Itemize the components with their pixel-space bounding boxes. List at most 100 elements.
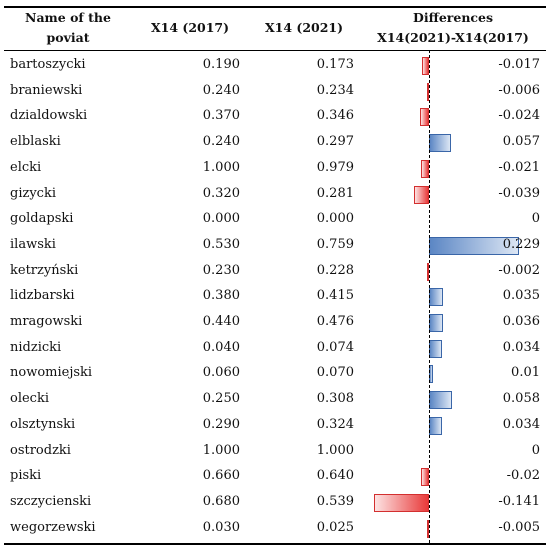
x14-2021-value: 0.415 xyxy=(316,288,354,304)
difference-value: -0.141 xyxy=(498,493,540,509)
x14-2017-value: 1.000 xyxy=(202,442,240,458)
x14-2021-value: 1.000 xyxy=(316,442,354,458)
poviat-name: nowomiejski xyxy=(10,365,93,381)
negative-diff-bar xyxy=(419,108,429,127)
table-row: piski 0.660 0.640 -0.02 xyxy=(4,464,546,490)
poviat-name: mragowski xyxy=(10,314,83,329)
table-row: nidzicki 0.040 0.074 0.034 xyxy=(4,336,546,362)
x14-2021-value: 0.979 xyxy=(316,159,354,175)
table-row: mragowski 0.440 0.476 0.036 xyxy=(4,310,546,336)
x14-2021-value: 0.759 xyxy=(316,236,354,252)
header-name-line2: poviat xyxy=(46,30,90,45)
difference-value: 0.229 xyxy=(502,236,540,252)
bottom-rule xyxy=(4,543,546,545)
x14-2021-value: 0.070 xyxy=(316,365,354,381)
negative-diff-bar xyxy=(420,159,429,178)
difference-value: 0.057 xyxy=(502,134,540,150)
x14-2021-value: 0.539 xyxy=(316,493,354,509)
header-differences: Differences X14(2021)-X14(2017) xyxy=(360,8,546,48)
header-x14-2017: X14 (2017) xyxy=(150,20,230,35)
top-rule xyxy=(4,6,546,8)
table-row: nowomiejski 0.060 0.070 0.01 xyxy=(4,361,546,387)
difference-value: -0.006 xyxy=(498,82,540,98)
header-name: Name of the poviat xyxy=(4,8,132,48)
poviat-name: gizycki xyxy=(10,185,56,201)
header-x14-2021: X14 (2021) xyxy=(264,20,344,35)
difference-value: 0.058 xyxy=(502,391,540,407)
x14-2017-value: 0.320 xyxy=(202,185,240,201)
poviat-name: bartoszycki xyxy=(10,57,86,72)
poviat-name: szczycienski xyxy=(10,493,92,509)
header-name-line1: Name of the xyxy=(25,10,111,25)
poviat-name: goldapski xyxy=(10,211,74,227)
poviat-name: ilawski xyxy=(10,236,56,252)
poviat-name: elcki xyxy=(10,159,42,175)
table-row: gizycki 0.320 0.281 -0.039 xyxy=(4,182,546,208)
difference-value: 0.035 xyxy=(502,288,540,304)
x14-2021-value: 0.640 xyxy=(316,468,354,484)
x14-2017-value: 0.290 xyxy=(202,416,240,432)
x14-2021-value: 0.324 xyxy=(316,416,354,432)
table-row: ostrodzki 1.000 1.000 0 xyxy=(4,439,546,465)
difference-value: 0.01 xyxy=(511,365,540,381)
x14-2017-value: 0.190 xyxy=(202,57,240,72)
table-row: elcki 1.000 0.979 -0.021 xyxy=(4,156,546,182)
x14-2017-value: 0.680 xyxy=(202,493,240,509)
difference-value: -0.024 xyxy=(498,108,540,124)
x14-2021-value: 0.074 xyxy=(316,339,354,355)
table-row: lidzbarski 0.380 0.415 0.035 xyxy=(4,284,546,310)
header-diff-line2: X14(2021)-X14(2017) xyxy=(377,30,529,45)
x14-2021-value: 0.346 xyxy=(316,108,354,124)
header-diff-line1: Differences xyxy=(412,10,494,25)
negative-diff-bar xyxy=(421,468,429,487)
difference-value: 0 xyxy=(531,442,540,458)
x14-2017-value: 0.370 xyxy=(202,108,240,124)
poviat-name: olsztynski xyxy=(10,416,76,432)
poviat-name: piski xyxy=(10,468,42,484)
header-rule xyxy=(4,50,546,51)
x14-2017-value: 0.060 xyxy=(202,365,240,381)
negative-diff-bar xyxy=(413,185,429,204)
x14-2017-value: 0.240 xyxy=(202,134,240,150)
table-row: olsztynski 0.290 0.324 0.034 xyxy=(4,413,546,439)
negative-diff-bar xyxy=(427,262,429,281)
x14-2021-value: 0.228 xyxy=(316,262,354,278)
difference-value: -0.005 xyxy=(498,519,540,535)
table-row: wegorzewski 0.030 0.025 -0.005 xyxy=(4,516,546,542)
x14-2017-value: 0.000 xyxy=(202,211,240,227)
x14-2017-value: 0.030 xyxy=(202,519,240,535)
x14-2021-value: 0.281 xyxy=(316,185,354,201)
poviat-name: dzialdowski xyxy=(10,108,88,124)
poviat-name: wegorzewski xyxy=(10,519,96,535)
difference-value: -0.02 xyxy=(506,468,540,484)
x14-2017-value: 0.440 xyxy=(202,314,240,329)
table-row: bartoszycki 0.190 0.173 -0.017 xyxy=(4,53,546,79)
table-row: elblaski 0.240 0.297 0.057 xyxy=(4,130,546,156)
table-row: ketrzyński 0.230 0.228 -0.002 xyxy=(4,259,546,285)
negative-diff-bar xyxy=(427,519,429,538)
poviat-name: nidzicki xyxy=(10,339,62,355)
zero-axis-line xyxy=(429,50,430,543)
table-row: dzialdowski 0.370 0.346 -0.024 xyxy=(4,104,546,130)
negative-diff-bar xyxy=(373,493,429,512)
x14-2021-value: 0.025 xyxy=(316,519,354,535)
difference-value: -0.021 xyxy=(498,159,540,175)
poviat-name: braniewski xyxy=(10,82,83,98)
x14-2021-value: 0.173 xyxy=(316,57,354,72)
x14-2017-value: 0.250 xyxy=(202,391,240,407)
difference-value: 0.036 xyxy=(502,314,540,329)
x14-2017-value: 0.230 xyxy=(202,262,240,278)
x14-2017-value: 0.530 xyxy=(202,236,240,252)
table-row: goldapski 0.000 0.000 0 xyxy=(4,207,546,233)
x14-2021-value: 0.000 xyxy=(316,211,354,227)
poviat-name: lidzbarski xyxy=(10,288,75,304)
x14-2017-value: 0.240 xyxy=(202,82,240,98)
x14-2017-value: 0.040 xyxy=(202,339,240,355)
difference-value: -0.017 xyxy=(498,57,540,72)
table-header: Name of the poviat X14 (2017) X14 (2021)… xyxy=(4,6,546,50)
poviat-name: ketrzyński xyxy=(10,262,79,278)
negative-diff-bar xyxy=(426,82,429,101)
table-row: braniewski 0.240 0.234 -0.006 xyxy=(4,79,546,105)
table-row: olecki 0.250 0.308 0.058 xyxy=(4,387,546,413)
poviat-name: olecki xyxy=(10,391,49,407)
